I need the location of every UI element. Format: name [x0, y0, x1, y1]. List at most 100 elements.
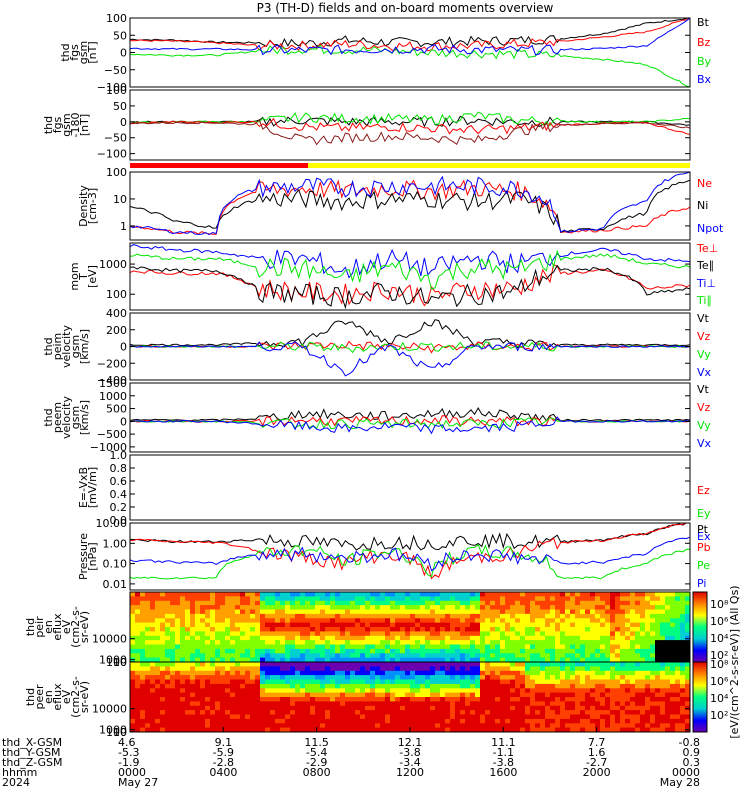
heat-cell — [590, 592, 596, 597]
heat-cell — [605, 662, 611, 667]
heat-cell — [480, 666, 486, 672]
heat-cell — [345, 679, 351, 685]
heat-cell — [220, 600, 226, 606]
legend-peem-0: Vt — [697, 383, 710, 396]
heat-cell — [570, 653, 576, 658]
heat-cell — [345, 697, 351, 702]
heat-cell — [605, 688, 611, 693]
heat-cell — [545, 718, 551, 724]
heat-cell — [535, 718, 541, 724]
heat-cell — [520, 600, 526, 606]
heat-cell — [485, 714, 491, 720]
heat-cell — [465, 653, 471, 658]
heat-cell — [180, 596, 186, 602]
heat-cell — [355, 618, 361, 623]
heat-cell — [505, 627, 511, 632]
heat-cell — [650, 596, 656, 602]
heat-cell — [465, 670, 471, 676]
heat-cell — [680, 653, 686, 658]
heat-cell — [680, 657, 686, 663]
heat-cell — [420, 657, 426, 663]
heat-cell — [655, 622, 661, 628]
heat-cell — [315, 675, 321, 680]
heat-cell — [485, 723, 491, 728]
heat-cell — [640, 718, 646, 724]
heat-cell — [445, 657, 451, 663]
heat-cell — [520, 710, 526, 715]
heat-cell — [460, 605, 466, 610]
heat-cell — [470, 618, 476, 623]
heat-cell — [180, 627, 186, 632]
heat-cell — [355, 705, 361, 711]
heat-cell — [155, 644, 161, 650]
heat-cell — [555, 679, 561, 685]
heat-cell — [545, 605, 551, 610]
heat-cell — [600, 697, 606, 702]
ytick-label-evb-0: 1.0 — [110, 449, 128, 462]
legend-density-2: Npot — [697, 222, 724, 235]
heat-cell — [615, 662, 621, 667]
heat-cell — [235, 627, 241, 632]
heat-cell — [235, 718, 241, 724]
heat-cell — [385, 644, 391, 650]
heat-cell — [375, 701, 381, 707]
series-line-fgs-gsm-2 — [129, 44, 691, 88]
heat-cell — [585, 718, 591, 724]
heat-cell — [420, 600, 426, 606]
heat-cell — [515, 701, 521, 707]
heat-cell — [160, 613, 166, 619]
heat-cell — [505, 662, 511, 667]
heat-cell — [665, 618, 671, 623]
heat-cell — [230, 723, 236, 728]
heat-cell — [400, 592, 406, 597]
heat-cell — [205, 710, 211, 715]
ylabel-peim-0: thd — [42, 337, 55, 355]
heat-cell — [560, 613, 566, 619]
series-line-density-2 — [129, 171, 691, 236]
heat-cell — [295, 596, 301, 602]
heat-cell — [680, 697, 686, 702]
heat-cell — [340, 666, 346, 672]
heat-cell — [475, 627, 481, 632]
heat-cell — [355, 653, 361, 658]
heat-cell — [225, 718, 231, 724]
heat-cell — [680, 635, 686, 641]
heat-cell — [235, 635, 241, 641]
heat-cell — [290, 609, 296, 615]
heat-cell — [340, 675, 346, 680]
heat-cell — [405, 627, 411, 632]
heat-cell — [420, 679, 426, 685]
heat-cell — [525, 727, 531, 733]
heat-cell — [355, 683, 361, 689]
heat-cell — [215, 670, 221, 676]
heat-cell — [475, 697, 481, 702]
heat-cell — [455, 714, 461, 720]
heat-cell — [435, 666, 441, 672]
heat-cell — [175, 727, 181, 733]
heat-cell — [235, 631, 241, 637]
heat-cell — [620, 613, 626, 619]
heat-cell — [140, 609, 146, 615]
heat-cell — [655, 662, 661, 667]
heat-cell — [245, 613, 251, 619]
heat-cell — [215, 648, 221, 654]
heat-cell — [260, 675, 266, 680]
heat-cell — [545, 648, 551, 654]
heat-cell — [270, 666, 276, 672]
heat-cell — [280, 714, 286, 720]
heat-cell — [420, 723, 426, 728]
heat-cell — [430, 631, 436, 637]
heat-cell — [145, 613, 151, 619]
heat-cell — [375, 679, 381, 685]
heat-cell — [340, 692, 346, 698]
legend-pressure-2: Pe — [697, 559, 710, 572]
heat-cell — [600, 648, 606, 654]
heat-cell — [260, 644, 266, 650]
heat-cell — [660, 718, 666, 724]
heat-cell — [350, 596, 356, 602]
heat-cell — [500, 723, 506, 728]
heat-cell — [590, 723, 596, 728]
heat-cell — [310, 613, 316, 619]
heat-cell — [310, 697, 316, 702]
